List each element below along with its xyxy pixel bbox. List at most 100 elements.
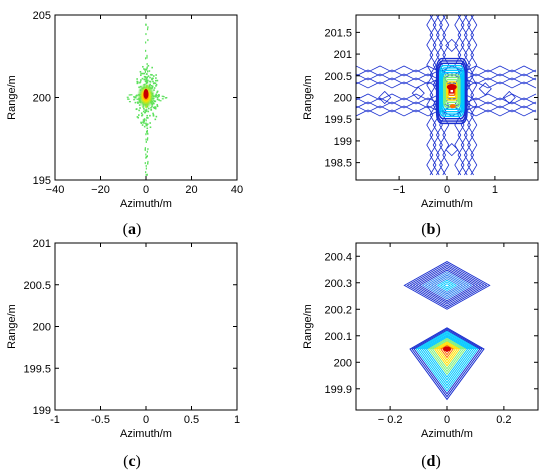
contour-line xyxy=(445,78,459,104)
scatter-point xyxy=(144,76,147,78)
contour-line xyxy=(439,67,464,115)
scatter-point xyxy=(147,26,149,29)
scatter-point xyxy=(140,79,142,81)
scatter-point xyxy=(145,164,147,167)
contour-line xyxy=(427,337,467,376)
y-axis-label: Range/m xyxy=(302,75,314,120)
scatter-point xyxy=(146,76,149,78)
contour-line xyxy=(433,341,461,367)
scatter-point xyxy=(155,93,158,96)
scatter-point xyxy=(140,74,142,77)
contour-line xyxy=(409,327,485,401)
scatter-point xyxy=(142,110,145,113)
y-tick-label: 200 xyxy=(33,322,51,334)
scatter-point xyxy=(126,96,129,98)
scatter-point xyxy=(156,98,159,101)
contour-line xyxy=(421,334,473,384)
scatter-point xyxy=(143,125,146,128)
x-tick-label: 0 xyxy=(143,184,149,196)
scatter-point xyxy=(139,70,142,73)
scatter-point xyxy=(159,100,162,102)
y-tick-label: 200.5 xyxy=(324,71,352,83)
contour-line xyxy=(403,261,491,310)
scatter-point xyxy=(155,77,157,79)
scatter-point xyxy=(147,148,149,151)
contour-line xyxy=(426,15,434,176)
scatter-point xyxy=(147,132,149,135)
x-axis-label: Azimuth/m xyxy=(120,198,172,210)
contour-line xyxy=(409,264,485,307)
contour-line xyxy=(436,60,467,122)
contour-line xyxy=(429,339,465,373)
x-tick-label: 0.2 xyxy=(496,414,511,426)
scatter-point xyxy=(149,76,151,79)
scatter-point xyxy=(158,99,160,101)
plot-b-content xyxy=(356,15,537,176)
contour-line xyxy=(441,71,462,111)
scatter-point xyxy=(156,91,158,94)
scatter-point xyxy=(146,173,148,176)
y-tick-label: 201.5 xyxy=(324,27,352,39)
scatter-point xyxy=(147,162,149,165)
scatter-point xyxy=(154,118,157,121)
scatter-point xyxy=(146,63,148,66)
y-axis-label: Range/m xyxy=(302,304,314,349)
scatter-point xyxy=(134,96,137,99)
x-tick-label: 0 xyxy=(444,414,450,426)
scatter-point xyxy=(144,147,146,150)
x-tick-label: 1 xyxy=(234,414,240,426)
scatter-point xyxy=(140,112,143,115)
plot-a-axes: −40 −20 0 20 40 195 200 205 Azimuth/m Range/m xyxy=(6,10,243,210)
scatter-point xyxy=(139,107,141,109)
scatter-point xyxy=(142,119,145,121)
y-tick-label: 201 xyxy=(33,238,51,250)
plot-a: −40 −20 0 20 40 195 200 205 Azimuth/m Range/m xyxy=(6,10,243,210)
peak-marker xyxy=(443,346,451,352)
scatter-point xyxy=(138,109,140,112)
contour-line xyxy=(433,278,461,293)
plot-b-axes: −1 0 1 198.5 199 199.5 200 200.5 201 201.5 Azimuth… xyxy=(302,14,539,210)
panel-label-b: (b) xyxy=(421,221,441,238)
scatter-point xyxy=(144,162,146,165)
scatter-point xyxy=(141,124,144,126)
y-tick-label: 198.5 xyxy=(324,158,352,170)
scatter-point xyxy=(130,94,133,96)
y-tick-label: 205 xyxy=(33,10,51,22)
contour-line xyxy=(438,64,465,118)
scatter-point xyxy=(128,101,131,103)
scatter-point xyxy=(143,72,146,75)
scatter-point xyxy=(154,82,157,85)
scatter-point xyxy=(136,80,139,83)
contour-line xyxy=(415,330,479,392)
scatter-point xyxy=(161,95,164,97)
scatter-point xyxy=(145,133,147,136)
scatter-point xyxy=(144,111,146,114)
y-tick-label: 199.5 xyxy=(324,114,352,126)
contour-line xyxy=(445,38,459,52)
scatter-point xyxy=(137,116,140,119)
contour-line xyxy=(445,143,459,157)
panel-label-d: (d) xyxy=(421,453,441,470)
scatter-point xyxy=(152,112,154,115)
contour-line xyxy=(478,82,492,96)
panel-label-a: (a) xyxy=(123,221,142,238)
contour-line xyxy=(431,340,463,370)
scatter-point xyxy=(143,119,146,121)
scatter-point xyxy=(138,104,141,106)
peak-marker xyxy=(449,104,456,109)
scatter-point xyxy=(145,80,148,83)
scatter-point xyxy=(155,115,158,118)
plot-b: −1 0 1 198.5 199 199.5 200 200.5 201 201.5 Azimuth… xyxy=(302,14,539,210)
y-tick-label: 199 xyxy=(33,405,51,417)
scatter-point xyxy=(152,80,154,83)
contour-line xyxy=(421,271,473,300)
plot-a-content xyxy=(126,23,168,176)
scatter-point xyxy=(151,66,153,69)
contour-line xyxy=(411,86,425,100)
scatter-point xyxy=(143,75,146,78)
scatter-point xyxy=(145,138,147,141)
x-tick-label: 0 xyxy=(143,414,149,426)
y-tick-label: 200.2 xyxy=(324,304,352,316)
scatter-point xyxy=(148,70,151,72)
